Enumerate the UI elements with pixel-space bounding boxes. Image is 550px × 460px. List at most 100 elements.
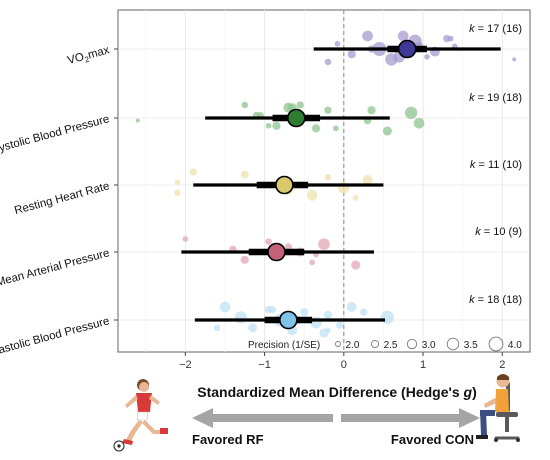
- direction-arrows: [192, 408, 480, 428]
- study-point: [265, 238, 272, 245]
- study-point: [272, 121, 281, 130]
- study-point: [333, 125, 339, 132]
- study-point: [324, 106, 332, 114]
- category-label-subscript: 2: [84, 55, 91, 65]
- k-label-layer: k = 17 (16)k = 19 (18)k = 11 (10)k = 10 …: [469, 23, 522, 306]
- category-label-layer: VO2max Systolic Blood Pressure Resting Hea…: [0, 44, 118, 359]
- pooled-estimate-point: [279, 310, 298, 330]
- category-label-tail: max: [87, 44, 111, 61]
- study-point: [311, 124, 321, 133]
- study-point: [189, 168, 197, 176]
- study-point: [324, 173, 332, 181]
- category-label: Resting Heart Rate: [13, 180, 111, 217]
- legend-symbol: [488, 336, 504, 352]
- study-point: [323, 310, 333, 319]
- study-point: [362, 174, 373, 185]
- pooled-estimate-point: [267, 242, 286, 262]
- study-point: [334, 40, 341, 47]
- soccer-player-icon: [113, 379, 168, 452]
- k-label-italic: k: [469, 92, 475, 104]
- study-point: [404, 106, 418, 120]
- x-tick-label: 1: [420, 359, 426, 371]
- study-point: [240, 255, 249, 264]
- legend-label: 3.5: [464, 340, 478, 351]
- legend-symbol: [370, 339, 380, 349]
- x-tick-label: 2: [499, 359, 505, 371]
- study-point: [447, 35, 454, 42]
- x-axis-title-italic: g: [463, 384, 473, 400]
- x-tick-label: 0: [341, 359, 347, 371]
- k-label-value: = 10 (9): [481, 226, 522, 238]
- legend-label: 2.5: [384, 340, 398, 351]
- left-arrow: [192, 408, 333, 428]
- k-label: k = 11 (10): [470, 159, 522, 171]
- k-label-value: = 17 (16): [475, 23, 522, 35]
- study-point: [265, 122, 272, 129]
- study-point: [296, 101, 304, 109]
- study-point: [248, 323, 258, 333]
- study-point: [241, 101, 249, 109]
- study-point: [268, 305, 277, 314]
- k-label: k = 19 (18): [469, 92, 522, 104]
- legend-label: 3.0: [422, 340, 436, 351]
- legend-symbol: [335, 341, 341, 347]
- plot-panel: [117, 9, 531, 353]
- category-label: Systolic Blood Pressure: [0, 113, 111, 156]
- study-point: [362, 30, 373, 42]
- study-point: [380, 310, 395, 325]
- study-point: [174, 189, 181, 197]
- x-axis-title-close: ): [472, 384, 477, 400]
- study-point: [306, 190, 318, 201]
- right-arrow: [341, 408, 480, 428]
- study-point: [347, 50, 356, 59]
- study-point: [300, 308, 309, 317]
- study-point: [424, 53, 430, 60]
- x-axis-title-main: Standardized Mean Difference (Hedge's: [197, 384, 463, 400]
- legend-label: 4.0: [508, 340, 522, 351]
- k-label-value: = 11 (10): [475, 159, 522, 171]
- precision-legend: Precision (1/SE) 2.0 2.5 3.0 3.5 4.0: [248, 336, 522, 352]
- favored-con-label: Favored CON: [391, 432, 474, 447]
- category-label: VO2max: [66, 44, 111, 69]
- study-point: [352, 195, 359, 201]
- study-point: [135, 118, 140, 123]
- legend-symbol: [446, 337, 460, 351]
- k-label: k = 10 (9): [475, 226, 522, 238]
- seated-person-icon: [476, 374, 520, 442]
- category-label: Diastolic Blood Pressure: [0, 315, 111, 359]
- study-point: [234, 311, 248, 324]
- k-label-value: = 19 (18): [475, 92, 522, 104]
- study-point: [351, 260, 361, 270]
- category-label: Mean Arterial Pressure: [0, 247, 111, 289]
- study-point: [382, 126, 392, 136]
- study-point: [182, 236, 189, 242]
- pooled-estimate-point: [275, 175, 294, 195]
- study-point: [367, 106, 376, 115]
- pooled-estimate-point: [286, 108, 306, 128]
- study-point: [397, 30, 409, 42]
- k-label-italic: k: [470, 159, 476, 171]
- legend-title: Precision (1/SE): [248, 340, 320, 351]
- favored-rf-label: Favored RF: [192, 432, 264, 447]
- study-point: [284, 243, 293, 251]
- study-point: [324, 58, 332, 66]
- study-point: [240, 170, 249, 179]
- k-label: k = 17 (16): [469, 23, 522, 35]
- study-point: [413, 117, 425, 129]
- study-point: [346, 302, 357, 312]
- k-label-italic: k: [469, 294, 475, 306]
- study-point: [325, 327, 331, 334]
- study-point: [309, 259, 315, 266]
- x-tick-label: −2: [179, 359, 192, 371]
- category-label-main: VO: [66, 51, 85, 67]
- k-label-italic: k: [469, 23, 475, 35]
- study-point: [213, 324, 221, 332]
- study-point: [359, 308, 368, 316]
- pooled-estimate-layer: [267, 39, 417, 330]
- k-label-italic: k: [475, 226, 481, 238]
- pooled-estimate-point: [397, 39, 417, 59]
- k-label-value: = 18 (18): [475, 294, 522, 306]
- study-point: [219, 301, 231, 313]
- legend-label: 2.0: [346, 340, 360, 351]
